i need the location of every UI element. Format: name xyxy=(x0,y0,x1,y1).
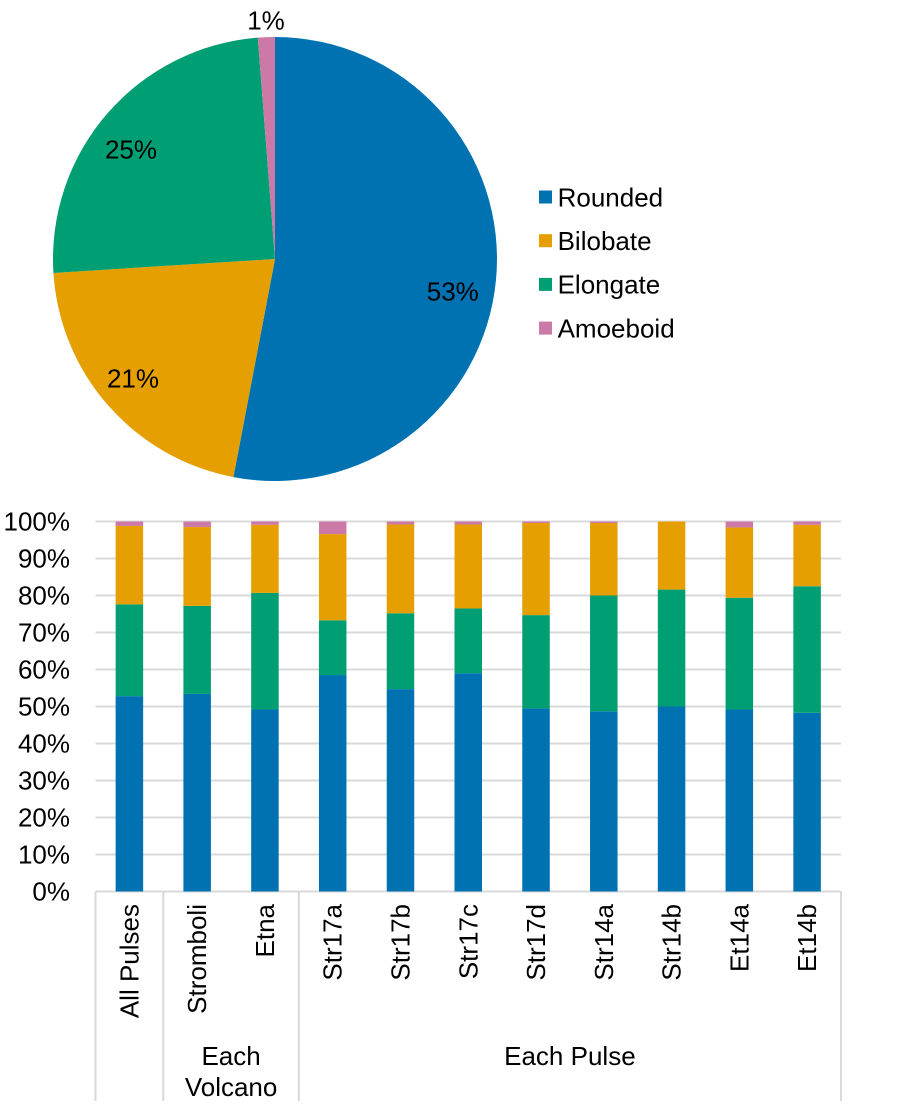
svg-text:100%: 100% xyxy=(4,507,71,537)
svg-text:90%: 90% xyxy=(18,544,70,574)
svg-text:60%: 60% xyxy=(18,655,70,685)
svg-text:Amoeboid: Amoeboid xyxy=(558,313,675,343)
svg-text:Volcano: Volcano xyxy=(185,1072,278,1102)
svg-text:Bilobate: Bilobate xyxy=(558,226,652,256)
svg-text:Each: Each xyxy=(201,1041,260,1071)
svg-text:Str17c: Str17c xyxy=(453,904,483,979)
svg-text:53%: 53% xyxy=(427,276,479,306)
svg-text:Each Pulse: Each Pulse xyxy=(504,1041,636,1071)
svg-text:25%: 25% xyxy=(105,135,157,165)
svg-text:Str14a: Str14a xyxy=(589,903,619,980)
svg-text:0%: 0% xyxy=(32,877,70,907)
svg-text:30%: 30% xyxy=(18,766,70,796)
svg-text:1%: 1% xyxy=(247,6,285,36)
svg-text:Str17a: Str17a xyxy=(318,903,348,980)
svg-text:40%: 40% xyxy=(18,729,70,759)
svg-text:Elongate: Elongate xyxy=(558,270,661,300)
svg-text:80%: 80% xyxy=(18,581,70,611)
svg-text:Rounded: Rounded xyxy=(558,182,664,212)
svg-text:10%: 10% xyxy=(18,840,70,870)
svg-text:Str14b: Str14b xyxy=(657,904,687,981)
svg-text:21%: 21% xyxy=(107,363,159,393)
svg-text:50%: 50% xyxy=(18,692,70,722)
svg-text:Stromboli: Stromboli xyxy=(182,904,212,1014)
svg-text:Et14a: Et14a xyxy=(724,903,754,971)
svg-text:Str17d: Str17d xyxy=(521,904,551,981)
svg-text:70%: 70% xyxy=(18,618,70,648)
svg-text:20%: 20% xyxy=(18,803,70,833)
svg-text:Etna: Etna xyxy=(250,903,280,957)
svg-text:All Pulses: All Pulses xyxy=(114,904,144,1018)
svg-text:Str17b: Str17b xyxy=(385,904,415,981)
svg-text:Et14b: Et14b xyxy=(792,904,822,972)
